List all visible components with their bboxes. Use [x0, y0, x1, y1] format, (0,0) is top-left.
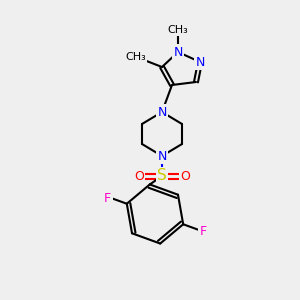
- Text: F: F: [104, 192, 111, 205]
- Text: N: N: [157, 106, 167, 118]
- Text: O: O: [134, 169, 144, 182]
- Text: S: S: [157, 169, 167, 184]
- Text: CH₃: CH₃: [168, 25, 188, 35]
- Text: N: N: [195, 56, 205, 68]
- Text: CH₃: CH₃: [126, 52, 146, 62]
- Text: O: O: [180, 169, 190, 182]
- Text: N: N: [157, 149, 167, 163]
- Text: F: F: [200, 225, 207, 238]
- Text: N: N: [173, 46, 183, 59]
